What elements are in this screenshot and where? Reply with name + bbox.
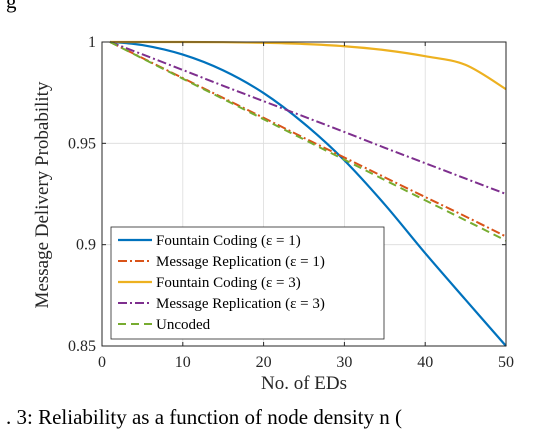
legend-label-mr3: Message Replication (ε = 3) <box>156 296 325 312</box>
legend-label-uncoded: Uncoded <box>156 317 211 333</box>
y-axis-label: Message Delivery Probability <box>32 81 53 308</box>
x-tick-label: 30 <box>336 354 352 371</box>
y-tick-label: 0.9 <box>76 237 96 254</box>
series-layer <box>109 40 507 347</box>
top-text-fragment: g <box>6 0 17 13</box>
y-tick-label: 0.85 <box>68 338 96 355</box>
figure-caption: . 3: Reliability as a function of node d… <box>6 405 402 429</box>
x-tick-label: 50 <box>498 354 514 371</box>
legend-box <box>110 226 385 340</box>
x-tick-label: 10 <box>175 354 191 371</box>
legend: Fountain Coding (ε = 1) Message Replicat… <box>110 226 385 340</box>
x-tick-label: 40 <box>417 354 433 371</box>
x-axis-label: No. of EDs <box>261 373 347 394</box>
legend-label-fc3: Fountain Coding (ε = 3) <box>156 275 301 291</box>
series-line-0 <box>109 40 507 347</box>
y-tick-label: 1 <box>88 34 96 51</box>
series-line-3 <box>109 41 507 195</box>
x-tick-label: 20 <box>256 354 272 371</box>
axis-ticks: 0 10 20 30 40 50 0.85 0.9 0.95 1 <box>68 34 514 371</box>
legend-label-fc1: Fountain Coding (ε = 1) <box>156 233 301 249</box>
series-line-1 <box>109 41 507 238</box>
y-tick-label: 0.95 <box>68 135 96 152</box>
series-line-4 <box>109 41 507 242</box>
x-tick-label: 0 <box>98 354 106 371</box>
plot-frame <box>101 41 507 347</box>
legend-label-mr1: Message Replication (ε = 1) <box>156 254 325 270</box>
